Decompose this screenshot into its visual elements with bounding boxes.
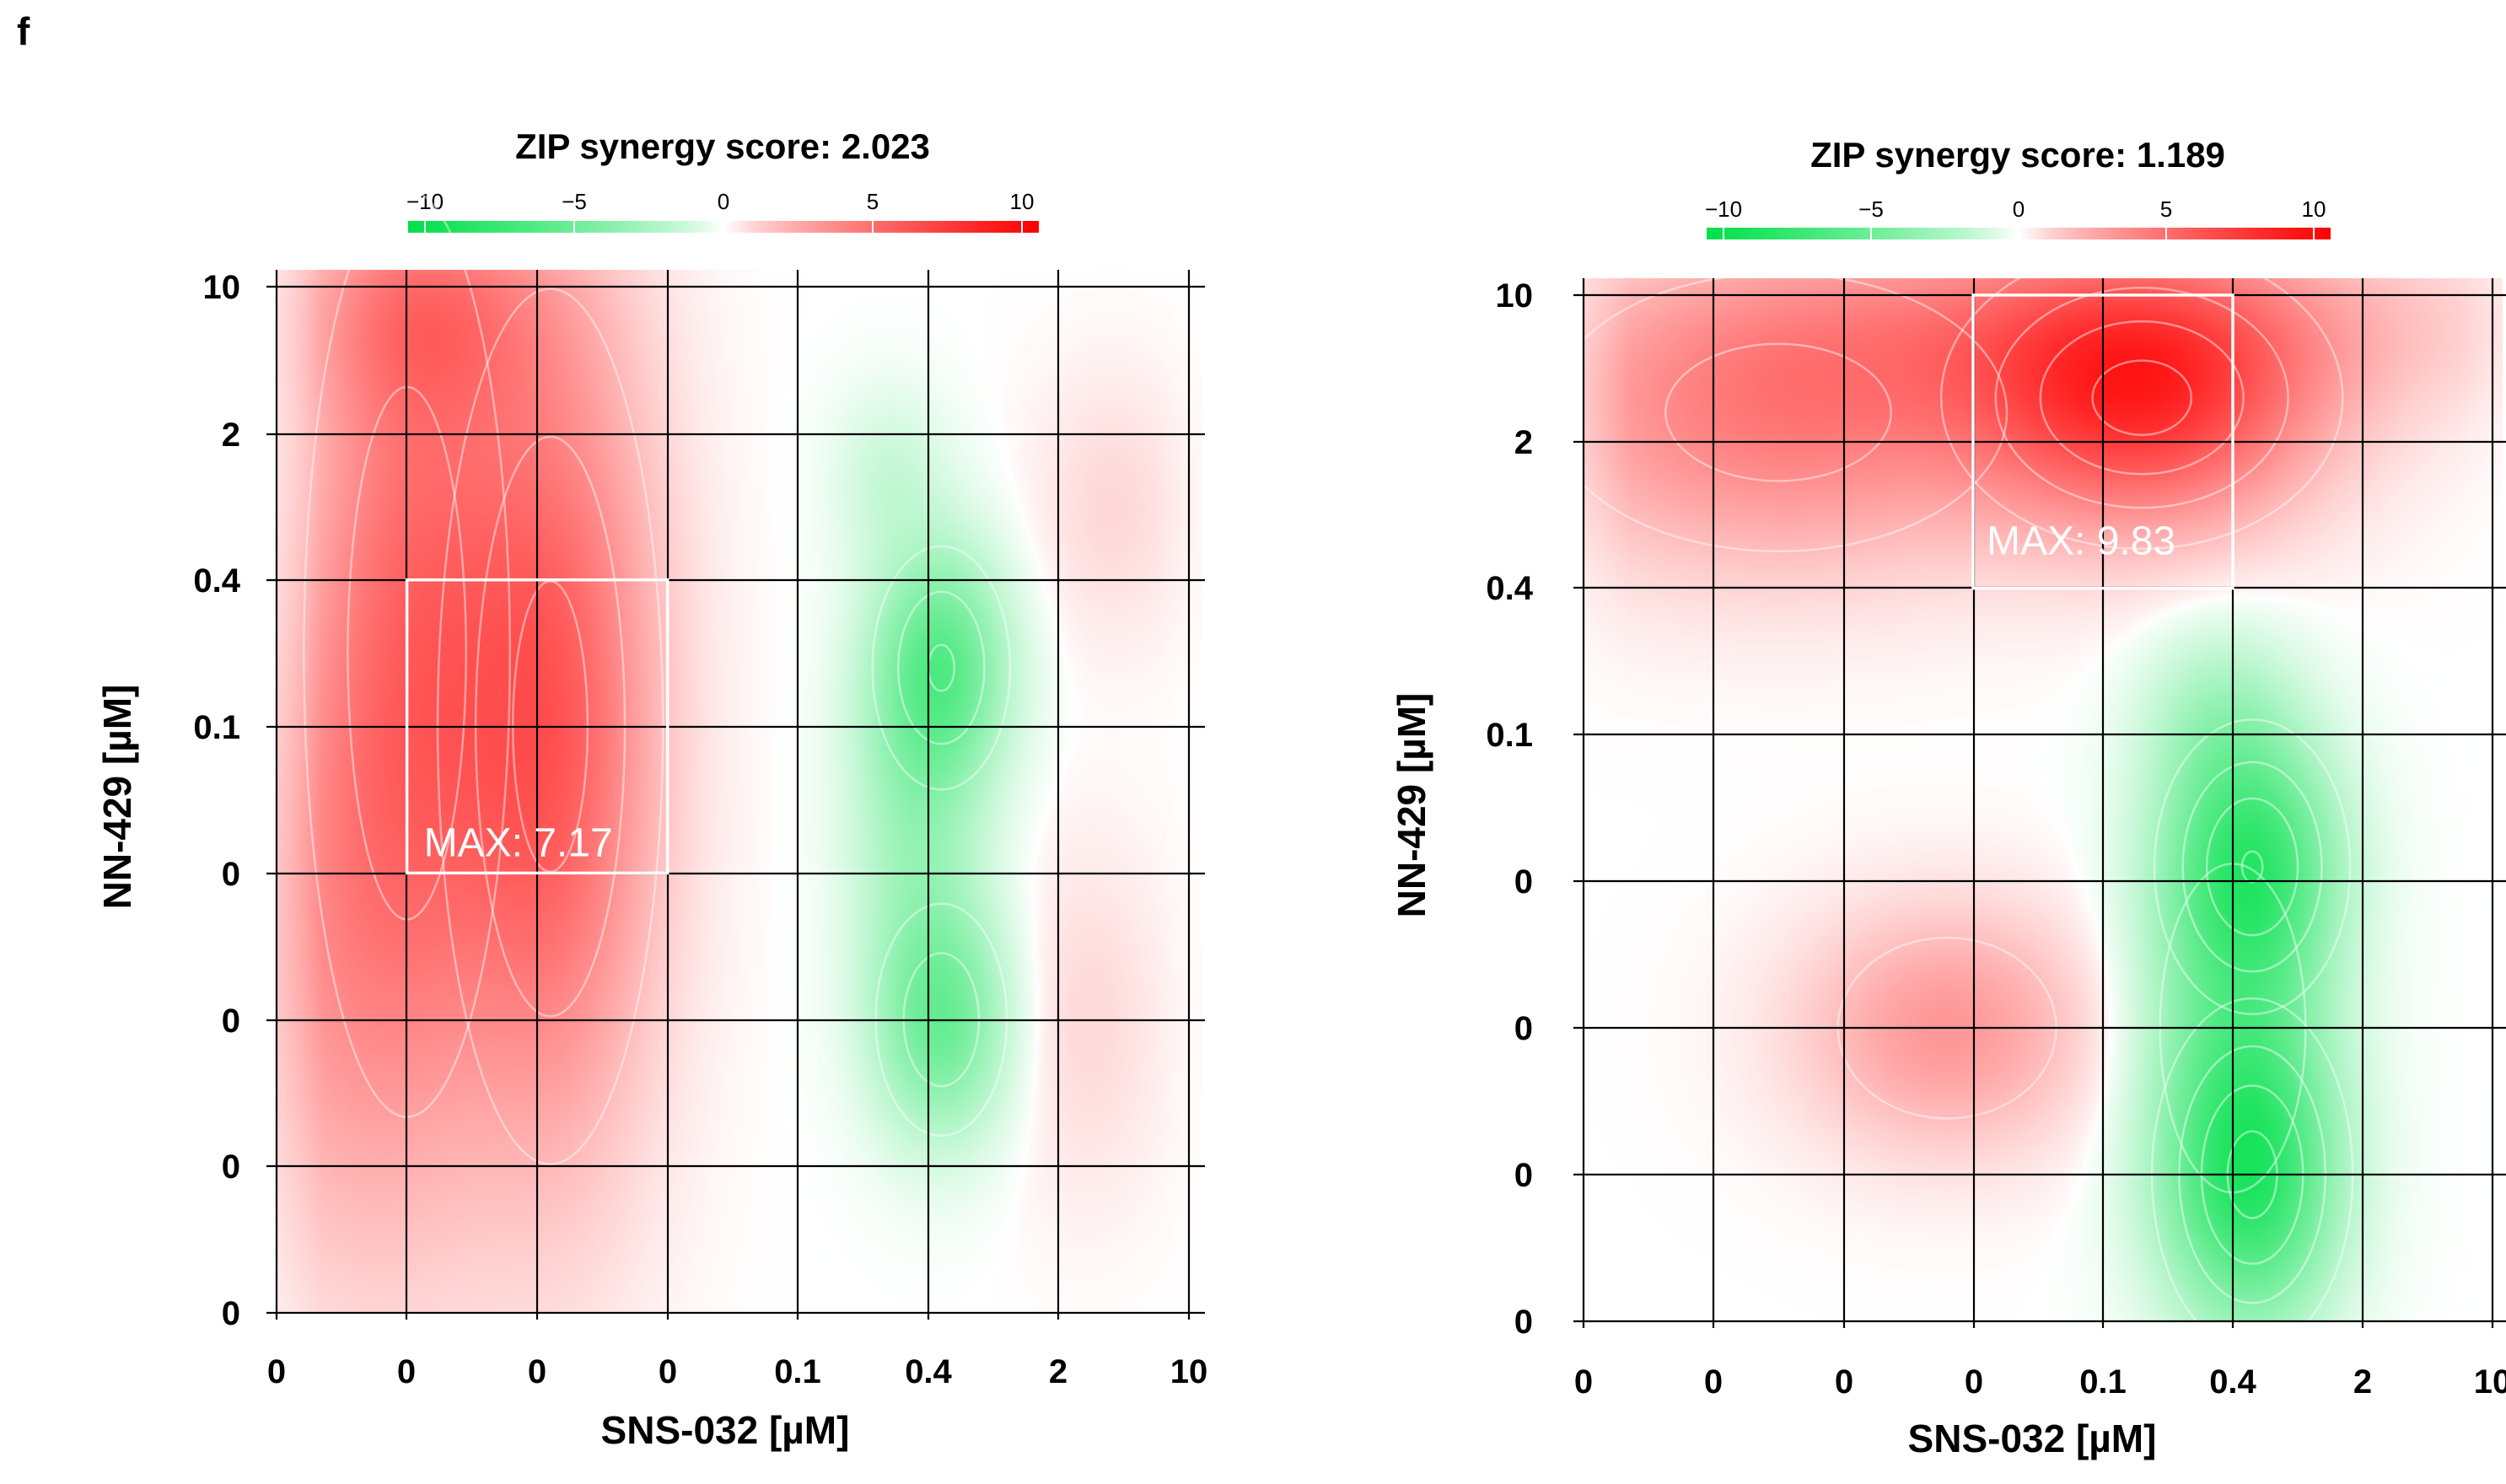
max-score-label: MAX: 7.17 <box>424 820 613 865</box>
contour-line <box>2181 761 2323 973</box>
y-tick-label: 0.4 <box>1486 570 1533 607</box>
x-tick-label: 2 <box>1049 1353 1067 1390</box>
colorbar-tick-label: 0 <box>2013 196 2025 222</box>
x-tick-label: 0 <box>528 1353 546 1390</box>
x-tick-label: 2 <box>2353 1363 2372 1401</box>
contour-line <box>2240 850 2264 884</box>
colorbar-tick-label: −10 <box>1705 196 1742 222</box>
x-tick-label: 10 <box>2474 1363 2506 1401</box>
colorbar-ticks: −10 −5 0 5 10 <box>1705 196 2326 239</box>
colorbar-tick-label: 10 <box>1010 189 1035 214</box>
y-tick-label: 0 <box>222 1148 240 1186</box>
x-tick-label: 0 <box>1835 1363 1853 1401</box>
y-tick-label: 0 <box>1514 1157 1533 1194</box>
y-tick-label: 0.4 <box>193 562 240 600</box>
y-tick-label: 0 <box>1514 863 1533 901</box>
x-tick-label: 0 <box>267 1353 286 1390</box>
edge-fade <box>1584 278 2503 1321</box>
x-tick-label: 0 <box>1704 1363 1723 1401</box>
contour-line <box>2205 797 2299 937</box>
chart-title: ZIP synergy score: 1.189 <box>1810 135 2225 175</box>
max-region-box <box>1971 293 2234 590</box>
x-tick-label: 0 <box>1965 1363 1983 1401</box>
contour-line <box>871 545 1012 791</box>
y-tick-label: 10 <box>1496 277 1534 315</box>
y-tick-label: 2 <box>222 417 240 454</box>
contour-line <box>2153 718 2352 1015</box>
y-tick-labels: 10 2 0.4 0.1 0 0 0 0 <box>1486 277 1533 1341</box>
x-axis-label: SNS-032 [µM] <box>601 1408 850 1452</box>
contour-line <box>896 590 986 745</box>
y-tick-label: 0 <box>222 1295 240 1332</box>
contour-line <box>2091 359 2193 437</box>
x-tick-label: 10 <box>1170 1353 1208 1390</box>
y-axis-label: NN-429 [µM] <box>1390 693 1433 918</box>
edge-fade <box>277 270 1202 1313</box>
y-tick-label: 10 <box>203 269 241 306</box>
x-tick-label: 0 <box>397 1353 416 1390</box>
x-tick-labels: 0 0 0 0 0.1 0.4 2 10 <box>1574 1363 2506 1401</box>
y-axis-label: NN-429 [µM] <box>95 685 139 910</box>
colorbar-tick-label: −5 <box>1858 196 1884 222</box>
x-tick-label: 0.4 <box>2209 1363 2256 1401</box>
y-tick-label: 0 <box>1514 1010 1533 1047</box>
y-tick-label: 0.1 <box>1486 717 1533 754</box>
colorbar-tick-label: −10 <box>406 189 444 214</box>
colorbar-tick-label: 0 <box>718 189 729 214</box>
max-region-box <box>405 578 670 875</box>
heatmap-plot: MAX: 7.17 <box>266 188 1205 1320</box>
contour-line <box>1939 245 2344 551</box>
colorbar-tick-label: 5 <box>867 189 879 214</box>
x-tick-labels: 0 0 0 0 0.1 0.4 2 10 <box>267 1353 1207 1390</box>
y-tick-label: 2 <box>1514 424 1533 461</box>
contour-line <box>2039 320 2245 476</box>
x-axis-label: SNS-032 [µM] <box>1908 1417 2157 1460</box>
x-tick-label: 0.4 <box>905 1353 952 1390</box>
colorbar-tick-label: 5 <box>2160 196 2172 222</box>
y-tick-label: 0 <box>1514 1304 1533 1341</box>
contour-line <box>1664 342 1892 482</box>
x-tick-label: 0.1 <box>774 1353 821 1390</box>
contour-line <box>1548 272 2009 553</box>
y-tick-label: 0 <box>222 1003 240 1040</box>
heatmap-plot: MAX: 9.83 <box>1548 245 2506 1352</box>
colorbar-tick-label: −5 <box>562 189 587 214</box>
x-tick-label: 0 <box>659 1353 677 1390</box>
colorbar-tick-label: 10 <box>2302 196 2326 222</box>
colorbar-ticks: −10 −5 0 5 10 <box>406 189 1035 233</box>
y-tick-label: 0 <box>222 856 240 893</box>
y-tick-label: 0.1 <box>193 709 240 746</box>
max-score-label: MAX: 9.83 <box>1987 519 2175 564</box>
x-tick-label: 0.1 <box>2079 1363 2127 1401</box>
chart-right: ZIP synergy score: 1.189 −10 −5 0 5 10 MAX: … <box>1390 135 2506 1460</box>
y-tick-labels: 10 2 0.4 0.1 0 0 0 0 <box>193 269 240 1332</box>
chart-title: ZIP synergy score: 2.023 <box>515 126 930 166</box>
x-tick-label: 0 <box>1574 1363 1593 1401</box>
panel-label: f <box>17 9 30 53</box>
chart-left: ZIP synergy score: 2.023 −10 −5 0 5 10 MAX: … <box>95 126 1207 1452</box>
contour-line <box>1994 286 2289 509</box>
